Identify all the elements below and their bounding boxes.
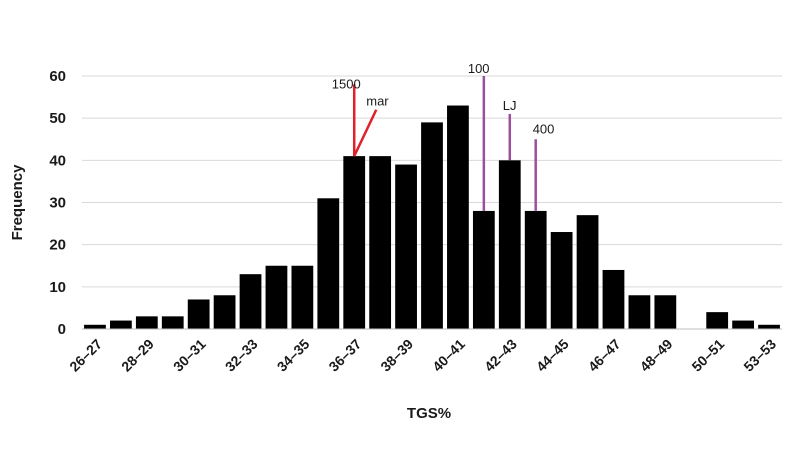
x-tick-label: 28–29 <box>118 336 157 375</box>
y-tick-label: 10 <box>49 279 66 296</box>
bar <box>135 316 158 329</box>
x-tick-label: 32–33 <box>222 336 261 375</box>
annotation-line <box>353 109 378 157</box>
x-tick-label: 53–53 <box>740 336 779 375</box>
x-tick-label: 38–39 <box>377 336 416 375</box>
bars <box>84 105 780 330</box>
x-tick-label: 42–43 <box>481 336 520 375</box>
x-tick-label: 34–35 <box>274 336 313 375</box>
x-axis-title: TGS% <box>407 405 451 422</box>
bar <box>758 324 780 329</box>
bar <box>84 324 106 329</box>
bar <box>239 274 262 329</box>
x-tick-label: 30–31 <box>170 336 209 375</box>
annotation-label: 1500 <box>332 76 361 91</box>
x-tick-label: 26–27 <box>66 336 105 375</box>
annotation-label: mar <box>366 94 389 109</box>
bar <box>395 164 417 329</box>
bar <box>161 316 184 329</box>
x-tick-label: 46–47 <box>585 336 624 375</box>
annotation-label: 100 <box>468 61 490 76</box>
bar <box>291 265 314 329</box>
bar <box>602 269 625 329</box>
y-tick-labels: 0 10 20 30 40 50 60 <box>49 68 66 338</box>
y-tick-label: 40 <box>49 152 66 169</box>
bar <box>732 320 754 329</box>
bar <box>421 122 443 329</box>
bar <box>447 105 469 330</box>
annotations: 1500 mar 100 LJ 400 <box>332 61 555 211</box>
bar <box>369 156 392 329</box>
x-tick-label: 44–45 <box>533 336 572 375</box>
x-tick-label: 36–37 <box>325 336 364 375</box>
y-tick-label: 0 <box>58 321 66 338</box>
annotation-label: LJ <box>503 98 517 113</box>
x-tick-label: 48–49 <box>637 336 676 375</box>
bar <box>213 295 236 329</box>
bar <box>187 299 210 329</box>
bar <box>472 210 495 329</box>
annotation-label: 400 <box>533 121 555 136</box>
bar <box>654 295 677 329</box>
bar <box>498 160 521 329</box>
x-tick-labels: 26–27 28–29 30–31 32–33 34–35 36–37 38–39 40–41… <box>66 336 779 375</box>
y-tick-label: 60 <box>49 68 66 85</box>
bar <box>576 215 599 329</box>
bar <box>317 198 340 329</box>
bar <box>110 320 132 329</box>
bar <box>628 295 651 329</box>
y-tick-label: 20 <box>49 237 66 254</box>
y-axis-title: Frequency <box>9 164 26 241</box>
bar <box>343 156 366 329</box>
x-tick-label: 40–41 <box>429 336 468 375</box>
bar <box>524 210 547 329</box>
bar <box>265 265 288 329</box>
y-tick-label: 30 <box>49 195 66 212</box>
y-tick-label: 50 <box>49 110 66 127</box>
bar <box>706 312 729 329</box>
bar <box>550 232 573 329</box>
x-tick-label: 50–51 <box>688 336 727 375</box>
